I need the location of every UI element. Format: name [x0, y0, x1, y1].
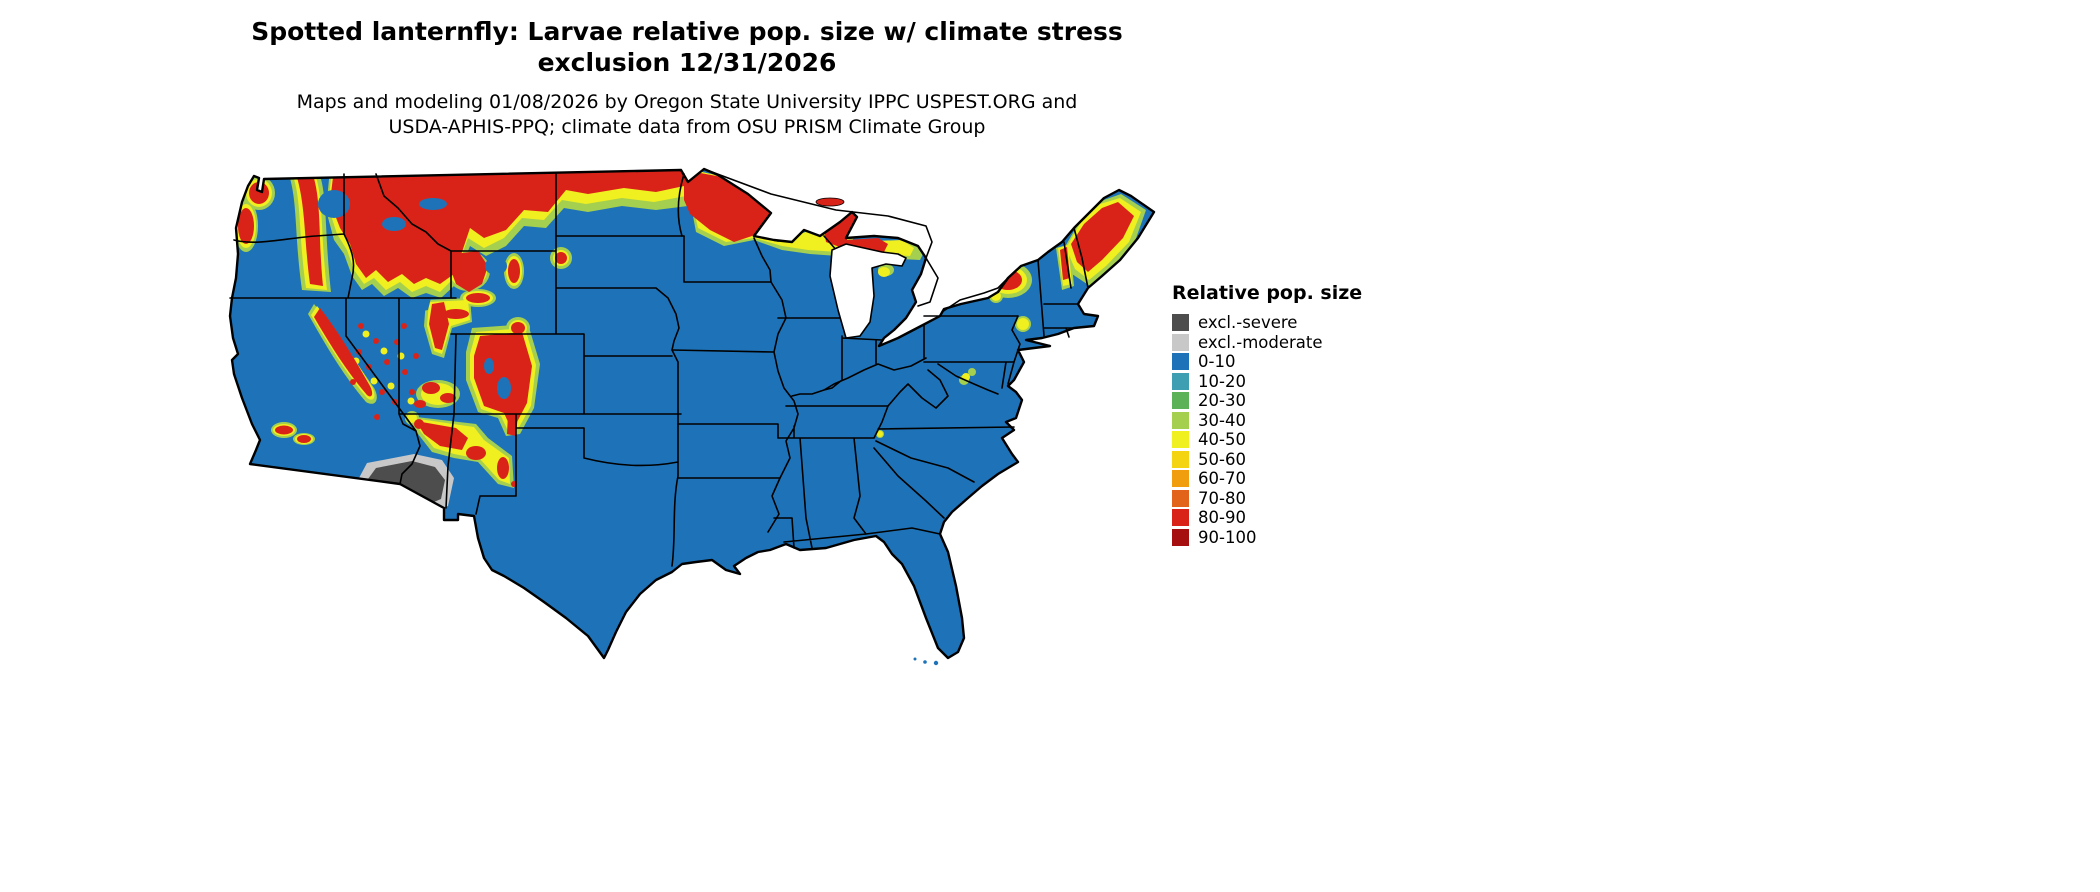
map-lakes — [703, 168, 1011, 339]
legend-label: 40-50 — [1198, 430, 1246, 450]
map-state-borders — [229, 173, 1089, 567]
lake-michigan — [829, 243, 907, 339]
legend-item: 50-60 — [1172, 450, 1362, 470]
map-islands — [815, 197, 939, 666]
legend-swatch — [1172, 353, 1189, 371]
title-line-2: exclusion 12/31/2026 — [537, 48, 837, 77]
legend: Relative pop. size excl.-severe excl.-mod… — [1172, 282, 1362, 547]
figure-title: Spotted lanternfly: Larvae relative pop.… — [0, 16, 1374, 78]
us-map — [228, 167, 1156, 666]
legend-label: excl.-severe — [1198, 313, 1298, 333]
legend-item: 40-50 — [1172, 430, 1362, 450]
legend-label: 80-90 — [1198, 508, 1246, 528]
legend-swatch — [1172, 509, 1189, 527]
legend-swatch — [1172, 470, 1189, 488]
legend-label: 0-10 — [1198, 352, 1236, 372]
subtitle-line-2: USDA-APHIS-PPQ; climate data from OSU PR… — [388, 116, 986, 138]
legend-item: 80-90 — [1172, 508, 1362, 528]
legend-label: 90-100 — [1198, 527, 1257, 547]
legend-swatch — [1172, 333, 1189, 351]
legend-label: 70-80 — [1198, 488, 1246, 508]
legend-item: 20-30 — [1172, 391, 1362, 411]
florida-keys — [913, 657, 917, 661]
legend-label: 60-70 — [1198, 469, 1246, 489]
legend-label: 50-60 — [1198, 449, 1246, 469]
figure-subtitle: Maps and modeling 01/08/2026 by Oregon S… — [0, 90, 1374, 140]
legend-item: 0-10 — [1172, 352, 1362, 372]
legend-item: excl.-moderate — [1172, 333, 1362, 353]
legend-item: excl.-severe — [1172, 313, 1362, 333]
legend-label: 10-20 — [1198, 371, 1246, 391]
map-layer-blue-valleys — [318, 190, 511, 399]
legend-label: 20-30 — [1198, 391, 1246, 411]
subtitle-line-1: Maps and modeling 01/08/2026 by Oregon S… — [296, 91, 1078, 113]
legend-label: 30-40 — [1198, 410, 1246, 430]
legend-swatch — [1172, 489, 1189, 507]
legend-swatch — [1172, 528, 1189, 546]
legend-swatch — [1172, 411, 1189, 429]
legend-item: 90-100 — [1172, 528, 1362, 548]
legend-swatch — [1172, 450, 1189, 468]
legend-item: 70-80 — [1172, 489, 1362, 509]
legend-item: 10-20 — [1172, 372, 1362, 392]
isle-royale — [815, 197, 845, 207]
legend-item: 60-70 — [1172, 469, 1362, 489]
florida-keys — [933, 660, 939, 666]
legend-swatch — [1172, 431, 1189, 449]
title-line-1: Spotted lanternfly: Larvae relative pop.… — [251, 17, 1123, 46]
map-national-outline — [228, 167, 1156, 660]
legend-swatch — [1172, 372, 1189, 390]
florida-keys — [923, 660, 927, 664]
legend-item: 30-40 — [1172, 411, 1362, 431]
legend-swatch — [1172, 314, 1189, 332]
legend-swatch — [1172, 392, 1189, 410]
legend-title: Relative pop. size — [1172, 282, 1363, 304]
lakes-border-line — [703, 168, 1011, 313]
legend-items: excl.-severe excl.-moderate 0-10 10-20 20-30… — [1172, 313, 1362, 547]
legend-label: excl.-moderate — [1198, 332, 1323, 352]
map-base-land — [230, 169, 1154, 658]
us-map-container — [226, 166, 1162, 666]
